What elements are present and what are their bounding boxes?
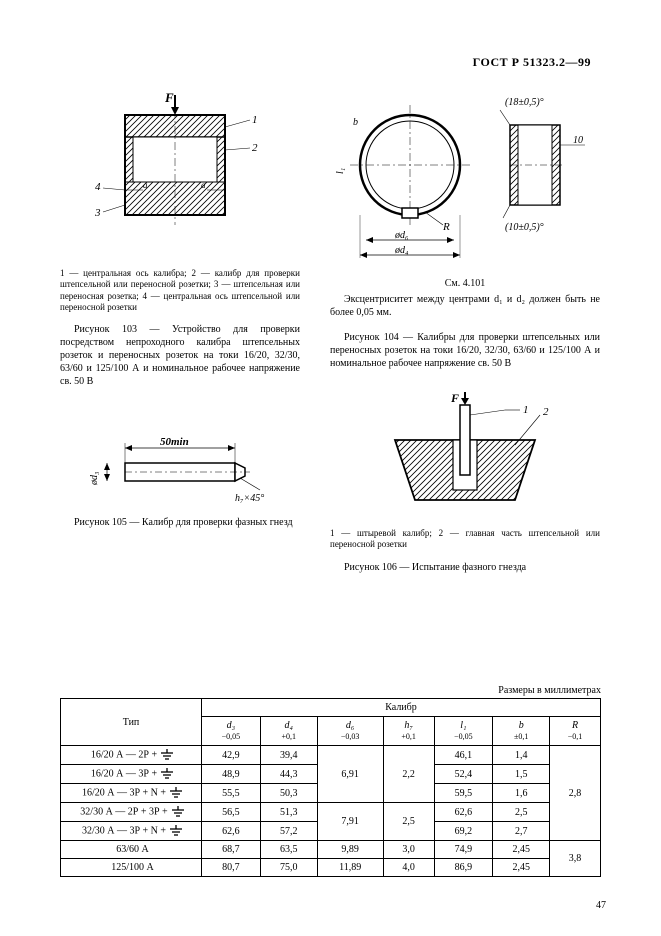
svg-text:ød₄: ød₄ xyxy=(394,245,409,256)
standard-header: ГОСТ Р 51323.2—99 xyxy=(473,55,591,70)
svg-text:l₁: l₁ xyxy=(335,168,346,174)
svg-text:ød₆: ød₆ xyxy=(394,230,409,241)
svg-text:F: F xyxy=(450,391,459,405)
svg-text:b: b xyxy=(353,117,358,128)
svg-text:1: 1 xyxy=(252,114,258,126)
svg-text:3: 3 xyxy=(95,207,101,219)
figure-106-drawing: F 1 2 xyxy=(330,390,600,520)
dimensions-table-wrap: Размеры в миллиметрах Тип Калибр d₃−0,05… xyxy=(60,685,601,877)
dimensions-table: Тип Калибр d₃−0,05d₄+0,1d₆−0,03h₇+0,1l₁−… xyxy=(60,698,601,877)
col-group: Калибр xyxy=(202,699,601,717)
figure-104-title: Рисунок 104 — Калибры для проверки штепс… xyxy=(330,331,600,370)
svg-text:4: 4 xyxy=(95,181,101,193)
figure-106-title: Рисунок 106 — Испытание фазного гнезда xyxy=(330,561,600,574)
svg-text:R: R xyxy=(442,221,450,233)
page-number: 47 xyxy=(596,900,606,911)
figure-103-drawing: F a a 1 2 3 4 xyxy=(60,90,300,260)
svg-text:2: 2 xyxy=(543,406,549,418)
svg-text:1: 1 xyxy=(523,404,529,416)
col-header: R−0,1 xyxy=(550,717,601,746)
svg-text:2: 2 xyxy=(252,142,258,154)
figure-104-drawing: b l₁ R ød₆ ød₄ xyxy=(330,90,600,270)
table-row: 16/20 А — 2Р +42,939,46,912,246,11,42,8 xyxy=(61,746,601,765)
svg-text:a: a xyxy=(143,180,148,190)
figure-106-legend: 1 — штыревой калибр; 2 — главная часть ш… xyxy=(330,528,600,551)
figure-104-note: Эксцентриситет между центрами d₁ и d₂ до… xyxy=(330,293,600,319)
col-type: Тип xyxy=(61,699,202,746)
table-row: 32/30 А — 2Р + 3Р +56,551,37,912,562,62,… xyxy=(61,803,601,822)
table-units: Размеры в миллиметрах xyxy=(60,685,601,696)
col-header: d₄+0,1 xyxy=(260,717,317,746)
svg-text:10: 10 xyxy=(573,135,583,146)
col-header: h₇+0,1 xyxy=(383,717,434,746)
fig105-dim-label: 50min xyxy=(160,436,189,448)
table-row: 63/60 А68,763,59,893,074,92,453,8 xyxy=(61,841,601,859)
svg-text:(10±0,5)°: (10±0,5)° xyxy=(505,222,544,233)
content-columns: F a a 1 2 3 4 xyxy=(60,90,601,586)
col-header: l₁−0,05 xyxy=(434,717,493,746)
figure-103-title: Рисунок 103 — Устройство для проверки по… xyxy=(60,323,300,388)
svg-text:a: a xyxy=(201,180,206,190)
figure-103-legend: 1 — центральная ось калибра; 2 — калибр … xyxy=(60,268,300,313)
figure-105-drawing: 50min ød₃ h₇×45° xyxy=(60,428,300,508)
svg-text:h₇×45°: h₇×45° xyxy=(235,493,264,504)
col-header: d₃−0,05 xyxy=(202,717,261,746)
table-row: 125/100 А80,775,011,894,086,92,45 xyxy=(61,859,601,877)
figure-105-title: Рисунок 105 — Калибр для проверки фазных… xyxy=(60,516,300,529)
figure-104-ref: См. 4.101 xyxy=(330,278,600,289)
svg-text:ød₃: ød₃ xyxy=(89,471,100,486)
svg-text:(18±0,5)°: (18±0,5)° xyxy=(505,97,544,108)
svg-text:F: F xyxy=(164,90,174,105)
col-header: d₆−0,03 xyxy=(317,717,383,746)
left-column: F a a 1 2 3 4 xyxy=(60,90,300,586)
right-column: b l₁ R ød₆ ød₄ xyxy=(330,90,600,586)
col-header: b±0,1 xyxy=(493,717,550,746)
